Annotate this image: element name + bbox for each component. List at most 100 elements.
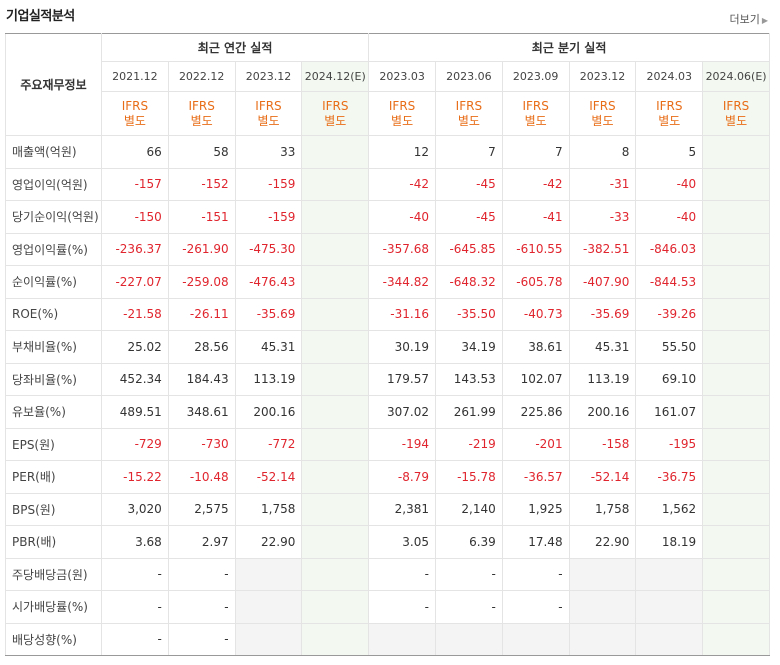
table-cell: -15.22 (101, 460, 169, 494)
table-cell (301, 492, 370, 526)
table-cell: -261.90 (167, 232, 236, 266)
table-cell: - (501, 557, 570, 591)
table-cell: -194 (368, 427, 436, 461)
table-cell: 7 (501, 135, 570, 169)
table-cell: -772 (234, 427, 303, 461)
table-cell: -35.69 (568, 297, 637, 331)
table-cell (301, 427, 370, 461)
table-cell (702, 232, 770, 266)
table-cell: -39.26 (635, 297, 704, 331)
table-cell: -476.43 (234, 265, 303, 299)
table-cell: -15.78 (434, 460, 503, 494)
ifrs-line2: 별도 (257, 113, 280, 128)
more-link[interactable]: 더보기 ▶ (729, 11, 768, 27)
table-cell: 200.16 (234, 395, 303, 429)
table-row: BPS(원) 3,020 2,575 1,758 2,381 2,140 1,925 1,75… (5, 492, 770, 526)
table-cell (501, 622, 570, 656)
table-cell (702, 167, 770, 201)
row-label: 영업이익률(%) (5, 232, 102, 266)
row-label: 시가배당률(%) (5, 590, 102, 624)
table-cell: 38.61 (501, 330, 570, 364)
table-cell (702, 590, 770, 624)
table-cell (568, 557, 637, 591)
table-cell: 22.90 (234, 525, 303, 559)
table-cell: - (167, 622, 236, 656)
table-row: 배당성향(%) - - (5, 622, 770, 656)
table-cell (635, 557, 704, 591)
table-cell: 2,381 (368, 492, 436, 526)
table-cell: -36.75 (635, 460, 704, 494)
table-cell (702, 525, 770, 559)
ifrs-line1: IFRS (455, 98, 483, 113)
ifrs-line2: 별도 (591, 113, 614, 128)
period-header: 2024.06(E) (702, 61, 770, 92)
table-cell: -35.69 (234, 297, 303, 331)
table-cell (702, 135, 770, 169)
table-cell (301, 590, 370, 624)
table-cell: 261.99 (434, 395, 503, 429)
row-label: PER(배) (5, 460, 102, 494)
table-cell: - (101, 557, 169, 591)
table-cell: - (167, 590, 236, 624)
table-cell: - (434, 590, 503, 624)
table-cell: 102.07 (501, 362, 570, 396)
period-header: 2024.12(E) (301, 61, 370, 92)
table-cell: -159 (234, 200, 303, 234)
table-row: 영업이익률(%) -236.37 -261.90 -475.30 -357.68 -645… (5, 232, 770, 266)
table-cell: 2,140 (434, 492, 503, 526)
section-title: 기업실적분석 (6, 9, 75, 24)
row-label: 영업이익(억원) (5, 167, 102, 201)
table-cell: 12 (368, 135, 436, 169)
table-cell (702, 460, 770, 494)
table-row: 시가배당률(%) - - - - - (5, 590, 770, 624)
table-cell: 5 (635, 135, 704, 169)
table-cell (234, 590, 303, 624)
period-header: 2023.03 (368, 61, 436, 92)
table-cell: 179.57 (368, 362, 436, 396)
ifrs-line2: 별도 (123, 113, 146, 128)
table-cell (301, 135, 370, 169)
table-cell: -40 (635, 200, 704, 234)
table-cell: 7 (434, 135, 503, 169)
table-cell: 307.02 (368, 395, 436, 429)
ifrs-line2: 별도 (457, 113, 480, 128)
table-row: 매출액(억원) 66 58 33 12 7 7 8 5 (5, 135, 770, 169)
table-cell: 143.53 (434, 362, 503, 396)
table-cell: 17.48 (501, 525, 570, 559)
chevron-right-icon: ▶ (761, 16, 768, 25)
group-quarter: 최근 분기 실적 (368, 33, 770, 62)
table-cell: -157 (101, 167, 169, 201)
table-cell: -8.79 (368, 460, 436, 494)
row-label: 당기순이익(억원) (5, 200, 102, 234)
table-cell: - (368, 557, 436, 591)
period-header: 2023.12 (568, 61, 637, 92)
table-cell: 2,575 (167, 492, 236, 526)
table-cell: 28.56 (167, 330, 236, 364)
ifrs-label: IFRS 별도 (635, 91, 704, 136)
table-row: 영업이익(억원) -157 -152 -159 -42 -45 -42 -31 -40 (5, 167, 770, 201)
table-cell (301, 622, 370, 656)
table-cell: 22.90 (568, 525, 637, 559)
ifrs-line1: IFRS (388, 98, 416, 113)
table-cell: -31.16 (368, 297, 436, 331)
ifrs-label: IFRS 별도 (568, 91, 637, 136)
table-cell (301, 525, 370, 559)
table-cell: -344.82 (368, 265, 436, 299)
table-cell: 33 (234, 135, 303, 169)
table-cell: -610.55 (501, 232, 570, 266)
table-cell: 25.02 (101, 330, 169, 364)
table-cell: -10.48 (167, 460, 236, 494)
ifrs-label: IFRS 별도 (234, 91, 303, 136)
table-cell: -52.14 (234, 460, 303, 494)
table-cell: -729 (101, 427, 169, 461)
table-cell: 1,925 (501, 492, 570, 526)
row-label: 당좌비율(%) (5, 362, 102, 396)
table-cell (702, 622, 770, 656)
period-header: 2023.06 (434, 61, 503, 92)
row-label: 유보율(%) (5, 395, 102, 429)
table-cell (568, 590, 637, 624)
ifrs-line2: 별도 (658, 113, 681, 128)
table-cell: -195 (635, 427, 704, 461)
table-row: 부채비율(%) 25.02 28.56 45.31 30.19 34.19 38.61 45.… (5, 330, 770, 364)
table-row: PER(배) -15.22 -10.48 -52.14 -8.79 -15.78 -36.5… (5, 460, 770, 494)
